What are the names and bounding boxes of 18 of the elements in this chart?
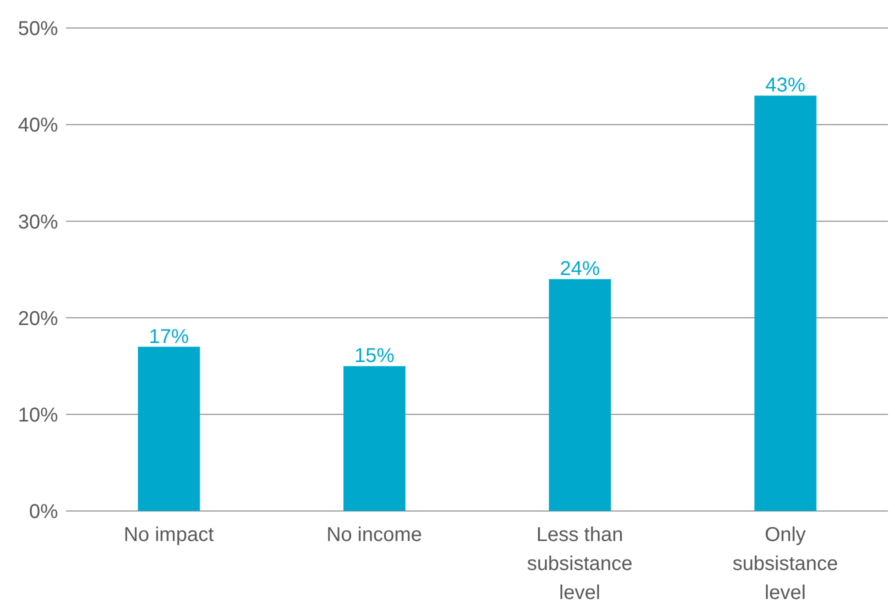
x-tick-label: Less than subsistance level [526, 524, 633, 604]
data-label: 24% [560, 258, 600, 280]
x-tick-label: No impact [124, 524, 214, 546]
data-label: 17% [148, 326, 190, 348]
bar [754, 96, 816, 511]
data-label: 15% [354, 345, 395, 368]
x-tick-label: No income [326, 524, 422, 546]
data-label: 43% [765, 74, 806, 97]
y-tick-label: 20% [18, 308, 58, 330]
x-tick-label: Only subsistance level [732, 524, 838, 604]
y-tick-label: 10% [18, 404, 58, 426]
bar [138, 346, 200, 511]
y-tick-label: 30% [18, 211, 58, 234]
bar [343, 366, 406, 511]
y-tick-label: 50% [18, 18, 58, 40]
y-tick-label: 40% [18, 114, 58, 137]
bar [548, 279, 611, 511]
y-tick-label: 0% [29, 501, 58, 524]
